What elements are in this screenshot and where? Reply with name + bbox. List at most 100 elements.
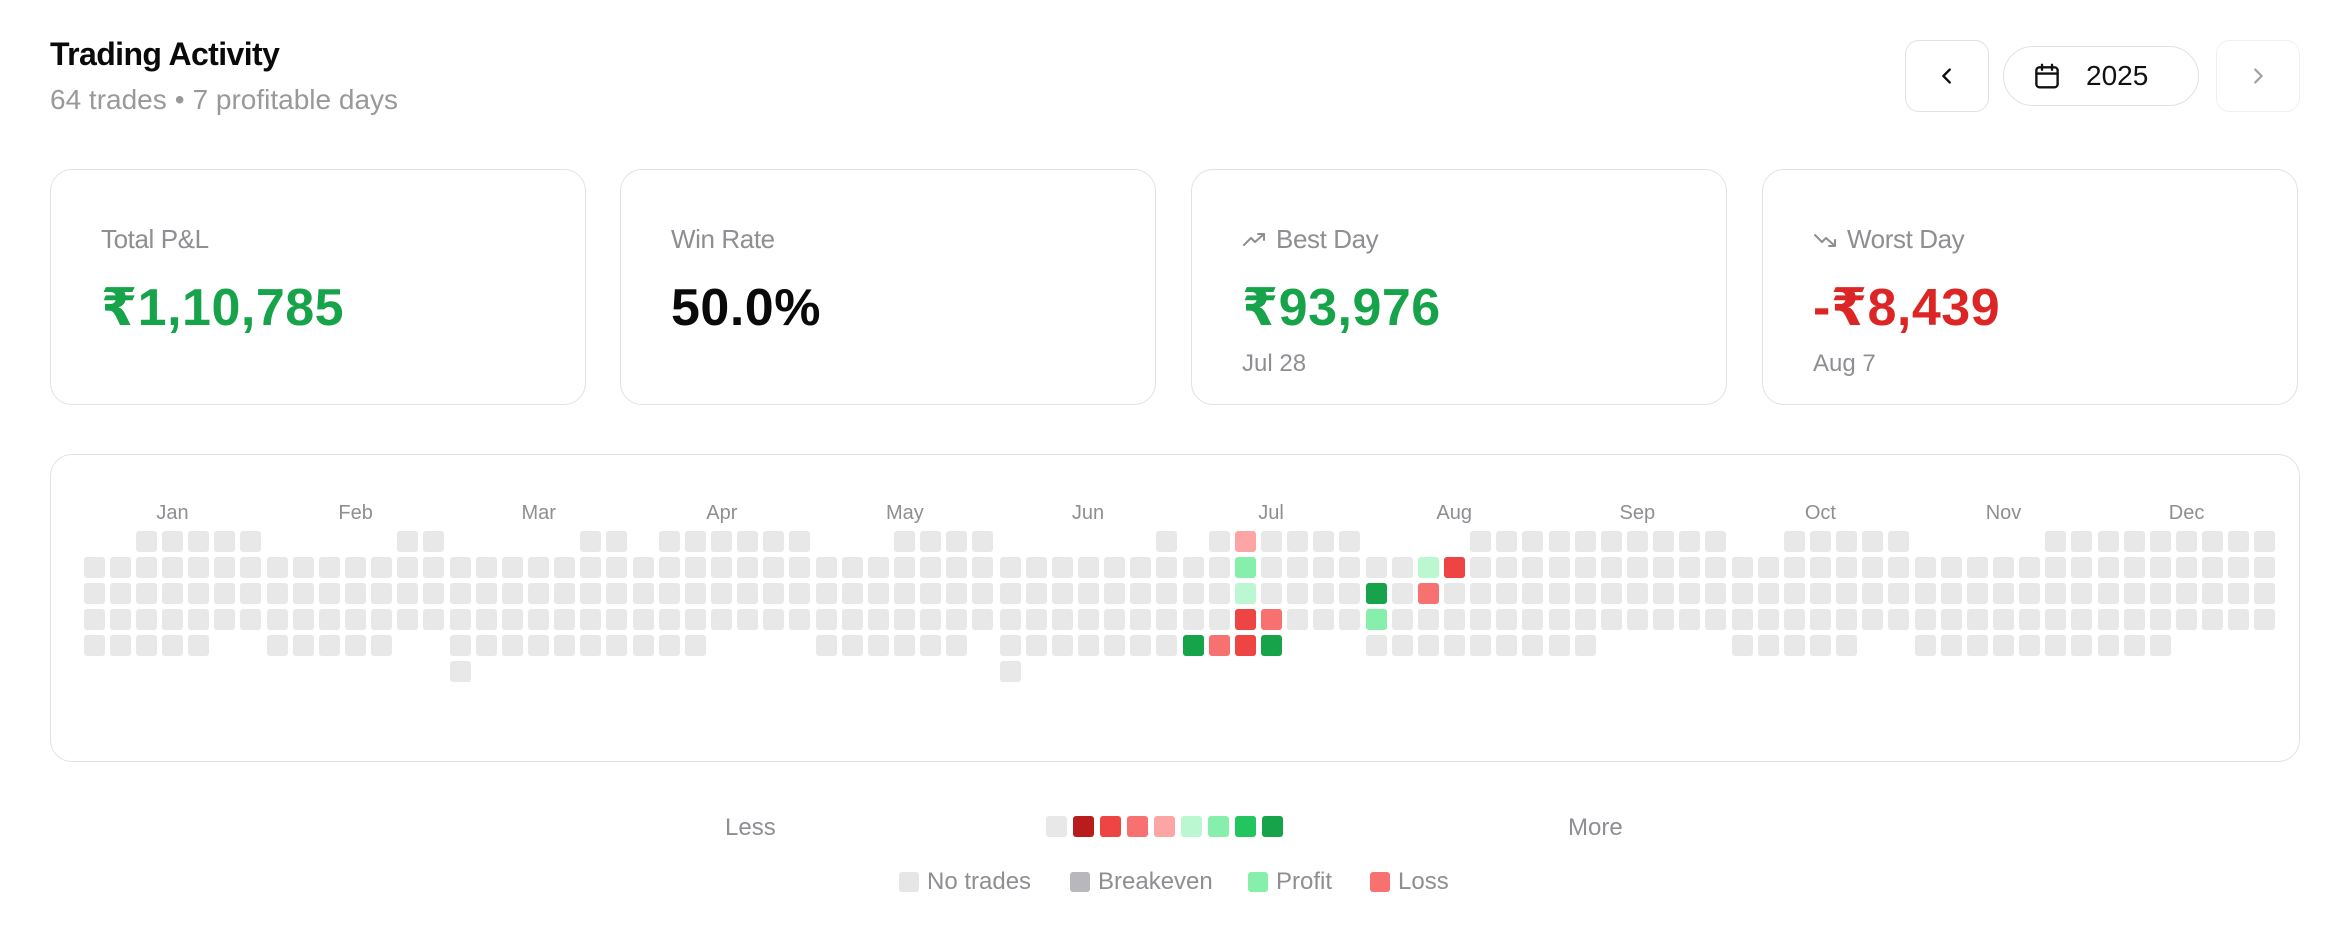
day-cell[interactable] (1967, 635, 1988, 656)
day-cell[interactable] (1051, 609, 1073, 630)
day-cell[interactable] (214, 531, 235, 552)
day-cell[interactable] (1234, 557, 1256, 578)
day-cell[interactable] (1208, 531, 1230, 552)
year-picker-button[interactable]: 2025 (2003, 46, 2199, 106)
day-cell[interactable] (2098, 557, 2120, 578)
day-cell[interactable] (633, 557, 655, 578)
day-cell[interactable] (2150, 531, 2172, 552)
day-cell[interactable] (737, 583, 759, 604)
day-cell[interactable] (659, 531, 681, 552)
day-cell[interactable] (293, 557, 315, 578)
day-cell[interactable] (1129, 635, 1151, 656)
day-cell[interactable] (2124, 583, 2146, 604)
day-cell[interactable] (2045, 531, 2066, 552)
day-cell[interactable] (502, 635, 524, 656)
previous-year-button[interactable] (1905, 40, 1989, 112)
day-cell[interactable] (1731, 609, 1753, 630)
day-cell[interactable] (1783, 531, 1805, 552)
day-cell[interactable] (1365, 635, 1387, 656)
day-cell[interactable] (267, 609, 289, 630)
day-cell[interactable] (1103, 609, 1125, 630)
day-cell[interactable] (1704, 609, 1726, 630)
day-cell[interactable] (894, 635, 916, 656)
day-cell[interactable] (1025, 557, 1047, 578)
day-cell[interactable] (1051, 583, 1073, 604)
day-cell[interactable] (2045, 557, 2066, 578)
day-cell[interactable] (1704, 583, 1726, 604)
day-cell[interactable] (920, 531, 942, 552)
day-cell[interactable] (606, 583, 628, 604)
day-cell[interactable] (1731, 557, 1753, 578)
day-cell[interactable] (1182, 635, 1204, 656)
day-cell[interactable] (371, 635, 393, 656)
day-cell[interactable] (1626, 531, 1648, 552)
day-cell[interactable] (1967, 557, 1988, 578)
day-cell[interactable] (2098, 635, 2120, 656)
day-cell[interactable] (2098, 609, 2120, 630)
day-cell[interactable] (319, 609, 341, 630)
day-cell[interactable] (2098, 531, 2120, 552)
day-cell[interactable] (1338, 583, 1360, 604)
day-cell[interactable] (685, 609, 707, 630)
day-cell[interactable] (110, 609, 131, 630)
day-cell[interactable] (789, 583, 811, 604)
day-cell[interactable] (1155, 635, 1177, 656)
day-cell[interactable] (1757, 609, 1779, 630)
day-cell[interactable] (397, 583, 419, 604)
day-cell[interactable] (1365, 583, 1387, 604)
day-cell[interactable] (659, 635, 681, 656)
day-cell[interactable] (110, 635, 131, 656)
day-cell[interactable] (2071, 557, 2092, 578)
day-cell[interactable] (763, 557, 785, 578)
day-cell[interactable] (1574, 583, 1596, 604)
day-cell[interactable] (685, 635, 707, 656)
day-cell[interactable] (711, 609, 733, 630)
day-cell[interactable] (2176, 557, 2198, 578)
day-cell[interactable] (1182, 583, 1204, 604)
day-cell[interactable] (737, 609, 759, 630)
day-cell[interactable] (240, 583, 261, 604)
day-cell[interactable] (868, 583, 890, 604)
day-cell[interactable] (1574, 635, 1596, 656)
day-cell[interactable] (1286, 557, 1308, 578)
day-cell[interactable] (293, 635, 315, 656)
day-cell[interactable] (659, 609, 681, 630)
day-cell[interactable] (371, 583, 393, 604)
day-cell[interactable] (371, 557, 393, 578)
day-cell[interactable] (685, 531, 707, 552)
day-cell[interactable] (2071, 635, 2092, 656)
day-cell[interactable] (1208, 557, 1230, 578)
day-cell[interactable] (1993, 557, 2014, 578)
day-cell[interactable] (1809, 609, 1831, 630)
day-cell[interactable] (1521, 609, 1543, 630)
day-cell[interactable] (2254, 557, 2276, 578)
day-cell[interactable] (1312, 583, 1334, 604)
day-cell[interactable] (293, 583, 315, 604)
day-cell[interactable] (1809, 531, 1831, 552)
day-cell[interactable] (450, 557, 472, 578)
day-cell[interactable] (1155, 531, 1177, 552)
day-cell[interactable] (580, 583, 602, 604)
day-cell[interactable] (1548, 557, 1570, 578)
day-cell[interactable] (1469, 609, 1491, 630)
day-cell[interactable] (1129, 583, 1151, 604)
day-cell[interactable] (972, 609, 994, 630)
day-cell[interactable] (267, 635, 289, 656)
day-cell[interactable] (2124, 531, 2146, 552)
day-cell[interactable] (1365, 609, 1387, 630)
day-cell[interactable] (711, 531, 733, 552)
day-cell[interactable] (502, 557, 524, 578)
day-cell[interactable] (1783, 557, 1805, 578)
day-cell[interactable] (580, 557, 602, 578)
day-cell[interactable] (1521, 531, 1543, 552)
day-cell[interactable] (1469, 583, 1491, 604)
day-cell[interactable] (842, 635, 864, 656)
day-cell[interactable] (868, 557, 890, 578)
day-cell[interactable] (633, 583, 655, 604)
day-cell[interactable] (2019, 583, 2040, 604)
day-cell[interactable] (1234, 583, 1256, 604)
day-cell[interactable] (894, 557, 916, 578)
day-cell[interactable] (1993, 583, 2014, 604)
day-cell[interactable] (1626, 557, 1648, 578)
day-cell[interactable] (763, 583, 785, 604)
